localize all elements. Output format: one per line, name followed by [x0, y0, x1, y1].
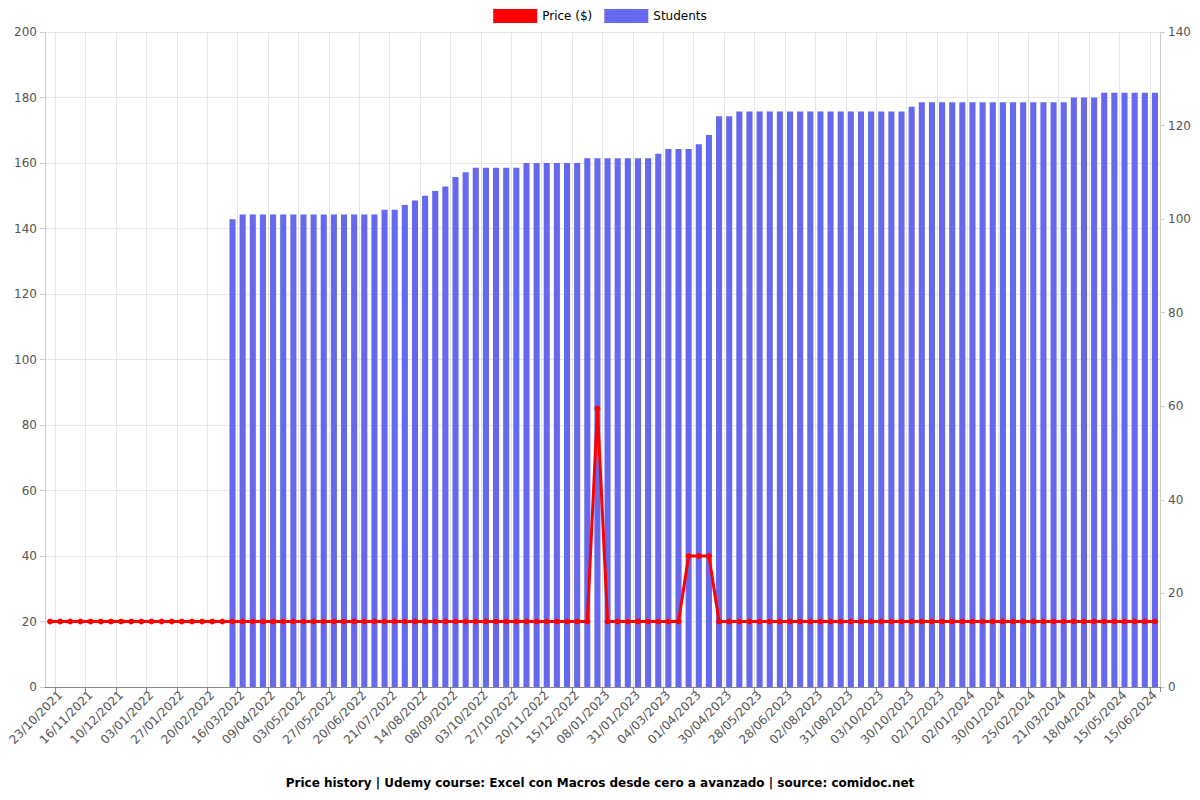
svg-text:01/04/2023: 01/04/2023: [645, 688, 704, 747]
svg-text:03/05/2022: 03/05/2022: [249, 688, 309, 747]
svg-text:18/04/2024: 18/04/2024: [1040, 688, 1100, 747]
svg-text:04/03/2023: 04/03/2023: [614, 688, 674, 747]
svg-text:31/01/2023: 31/01/2023: [584, 688, 643, 747]
svg-text:140: 140: [1168, 25, 1191, 39]
svg-text:40: 40: [22, 549, 37, 563]
svg-text:10/12/2021: 10/12/2021: [67, 688, 126, 747]
svg-text:21/07/2022: 21/07/2022: [340, 688, 400, 747]
svg-text:120: 120: [14, 287, 37, 301]
svg-text:Price ($): Price ($): [542, 9, 592, 23]
svg-text:03/10/2022: 03/10/2022: [432, 688, 491, 747]
svg-text:21/03/2024: 21/03/2024: [1009, 688, 1069, 747]
svg-text:20: 20: [1168, 586, 1183, 600]
svg-text:08/09/2022: 08/09/2022: [401, 688, 461, 747]
svg-text:25/02/2024: 25/02/2024: [979, 688, 1039, 747]
svg-text:02/08/2023: 02/08/2023: [766, 688, 826, 747]
svg-text:23/10/2021: 23/10/2021: [6, 688, 66, 747]
svg-text:40: 40: [1168, 493, 1183, 507]
svg-text:16/03/2022: 16/03/2022: [188, 688, 248, 747]
svg-text:200: 200: [14, 25, 37, 39]
svg-text:80: 80: [22, 418, 37, 432]
svg-text:27/01/2022: 27/01/2022: [128, 688, 187, 747]
svg-text:08/01/2023: 08/01/2023: [553, 688, 613, 747]
svg-text:Price history | Udemy course:: Price history | Udemy course: Excel con …: [286, 776, 915, 790]
svg-text:20: 20: [22, 615, 37, 629]
svg-text:80: 80: [1168, 306, 1183, 320]
svg-text:140: 140: [14, 222, 37, 236]
svg-text:15/12/2022: 15/12/2022: [523, 688, 583, 747]
svg-text:180: 180: [14, 91, 37, 105]
svg-text:16/11/2021: 16/11/2021: [36, 688, 96, 747]
svg-text:Students: Students: [653, 9, 707, 23]
svg-text:30/04/2023: 30/04/2023: [675, 688, 735, 747]
svg-text:14/08/2022: 14/08/2022: [371, 688, 431, 747]
svg-text:02/12/2023: 02/12/2023: [888, 688, 947, 747]
svg-text:28/06/2023: 28/06/2023: [736, 688, 795, 747]
svg-text:03/10/2023: 03/10/2023: [827, 688, 887, 747]
svg-text:02/01/2024: 02/01/2024: [918, 688, 978, 747]
svg-text:0: 0: [29, 680, 37, 694]
svg-text:60: 60: [22, 484, 37, 498]
svg-text:100: 100: [14, 353, 37, 367]
svg-text:20/11/2022: 20/11/2022: [493, 688, 552, 747]
svg-text:03/01/2022: 03/01/2022: [97, 688, 157, 747]
svg-text:31/08/2023: 31/08/2023: [797, 688, 856, 747]
svg-text:20/02/2022: 20/02/2022: [158, 688, 218, 747]
svg-text:160: 160: [14, 156, 37, 170]
svg-text:28/05/2023: 28/05/2023: [705, 688, 765, 747]
svg-text:15/06/2024: 15/06/2024: [1101, 688, 1160, 747]
svg-text:27/10/2022: 27/10/2022: [462, 688, 522, 747]
svg-text:20/06/2022: 20/06/2022: [310, 688, 370, 747]
svg-text:30/01/2024: 30/01/2024: [949, 688, 1008, 747]
svg-text:15/05/2024: 15/05/2024: [1070, 688, 1130, 747]
svg-text:27/05/2022: 27/05/2022: [280, 688, 339, 747]
svg-text:09/04/2022: 09/04/2022: [219, 688, 278, 747]
svg-text:100: 100: [1168, 212, 1191, 226]
svg-text:0: 0: [1168, 680, 1176, 694]
svg-text:120: 120: [1168, 119, 1191, 133]
svg-text:60: 60: [1168, 399, 1183, 413]
svg-text:30/10/2023: 30/10/2023: [857, 688, 917, 747]
